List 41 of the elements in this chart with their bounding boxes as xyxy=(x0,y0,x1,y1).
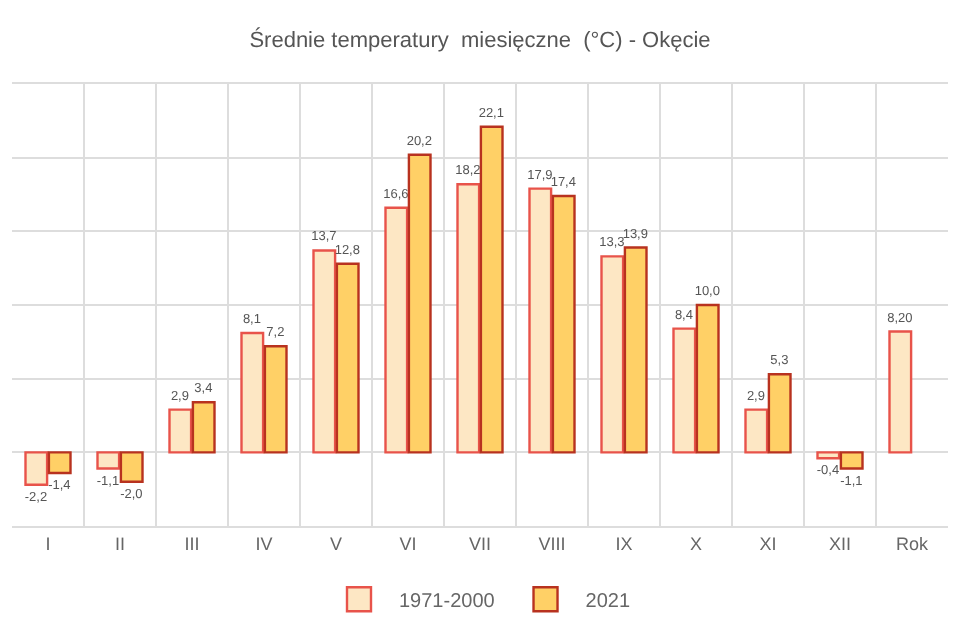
x-tick-label: II xyxy=(114,533,126,554)
x-tick-label: Rok xyxy=(895,533,929,554)
bar xyxy=(672,327,697,454)
bar xyxy=(240,331,265,454)
bar xyxy=(47,451,72,475)
x-tick-label: VI xyxy=(399,533,417,554)
bar xyxy=(263,345,288,454)
bar xyxy=(744,408,769,454)
x-tick-label: IX xyxy=(615,533,633,554)
bar xyxy=(695,303,720,454)
x-tick-label: X xyxy=(689,533,703,554)
bar xyxy=(24,451,49,486)
bar xyxy=(767,373,792,454)
x-tick-label: XI xyxy=(759,533,777,554)
bar xyxy=(479,125,504,454)
chart-title: Średnie temperatury miesięczne (°C) - Okęcie xyxy=(249,27,711,54)
legend-label: 1971-2000 xyxy=(399,591,496,613)
bar xyxy=(623,246,648,454)
bar xyxy=(168,408,193,454)
bar xyxy=(96,451,121,470)
bar xyxy=(119,451,144,483)
x-tick-label: VIII xyxy=(538,533,566,554)
bar xyxy=(335,262,360,454)
bar xyxy=(191,401,216,454)
bar xyxy=(312,249,337,454)
bar xyxy=(456,182,481,454)
bar xyxy=(600,255,625,454)
bar xyxy=(407,153,432,454)
x-tick-label: V xyxy=(329,533,343,554)
bar xyxy=(551,194,576,454)
x-tick-label: III xyxy=(184,533,200,554)
x-tick-label: VII xyxy=(468,533,492,554)
bar xyxy=(888,330,913,454)
x-tick-label: IV xyxy=(255,533,273,554)
bar xyxy=(384,206,409,454)
bar xyxy=(839,451,864,470)
bar xyxy=(528,187,553,454)
bar xyxy=(816,451,841,460)
legend-label: 2021 xyxy=(585,591,631,613)
x-tick-label: I xyxy=(45,533,51,554)
x-tick-label: XII xyxy=(828,533,852,554)
